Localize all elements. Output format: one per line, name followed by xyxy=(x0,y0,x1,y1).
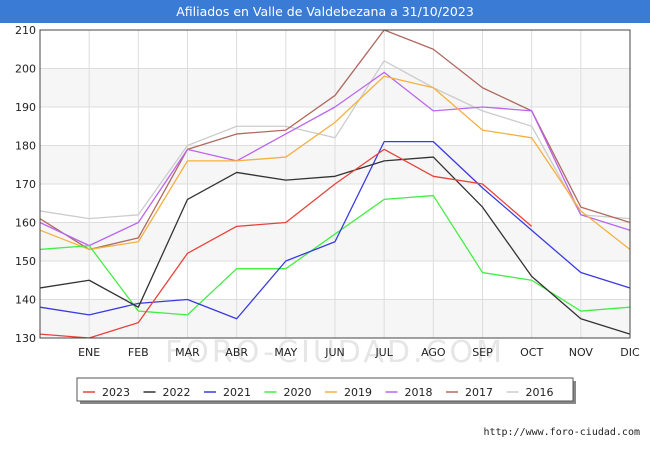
series-line-2016 xyxy=(39,60,631,220)
y-tick-labels: 130 140 150 160 170 180 190 200 210 xyxy=(15,24,36,345)
y-tick-label: 210 xyxy=(15,24,36,37)
series-line-2023 xyxy=(39,148,533,339)
legend: 2023 2022 2021 2020 2019 2018 2017 2016 xyxy=(76,377,576,404)
y-tick-label: 130 xyxy=(15,332,36,345)
legend-label-2021: 2021 xyxy=(223,386,251,399)
y-tick-label: 180 xyxy=(15,140,36,153)
legend-label-2020: 2020 xyxy=(284,386,312,399)
legend-label-2017: 2017 xyxy=(465,386,493,399)
x-tick-label: JUN xyxy=(324,346,345,359)
y-tick-label: 140 xyxy=(15,294,36,307)
x-tick-label: ABR xyxy=(225,346,248,359)
legend-label-2016: 2016 xyxy=(526,386,554,399)
x-tick-label: JUL xyxy=(374,346,393,359)
y-tick-label: 190 xyxy=(15,101,36,114)
x-tick-label: AGO xyxy=(421,346,446,359)
y-tick-label: 170 xyxy=(15,178,36,191)
legend-label-2023: 2023 xyxy=(102,386,130,399)
legend-box xyxy=(76,377,574,402)
series-line-2022 xyxy=(39,156,631,335)
x-tick-label: ENE xyxy=(78,346,100,359)
y-tick-label: 150 xyxy=(15,255,36,268)
x-tick-label: MAY xyxy=(274,346,297,359)
plot-border xyxy=(39,29,631,339)
x-tick-label: SEP xyxy=(472,346,493,359)
chart-title: Afiliados en Valle de Valdebezana a 31/1… xyxy=(0,0,650,23)
legend-label-2019: 2019 xyxy=(344,386,372,399)
y-tick-label: 160 xyxy=(15,217,36,230)
series-line-2018 xyxy=(39,71,631,247)
x-tick-labels: ENE FEB MAR ABR MAY JUN JUL AGO SEP OCT NOV DIC xyxy=(78,346,640,359)
series-line-2019 xyxy=(39,75,631,251)
x-tick-label: FEB xyxy=(128,346,149,359)
series-line-2021 xyxy=(39,141,631,320)
x-tick-label: NOV xyxy=(569,346,594,359)
footer-url: http://www.foro-ciudad.com xyxy=(483,427,640,438)
series-line-2020 xyxy=(39,194,631,316)
x-tick-label: OCT xyxy=(520,346,543,359)
x-tick-label: MAR xyxy=(175,346,200,359)
legend-label-2022: 2022 xyxy=(163,386,191,399)
watermark: FORO-CIUDAD.COM xyxy=(165,335,505,370)
y-tick-label: 200 xyxy=(15,63,36,76)
series-layer xyxy=(39,29,631,339)
x-tick-label: DIC xyxy=(620,346,640,359)
legend-label-2018: 2018 xyxy=(405,386,433,399)
